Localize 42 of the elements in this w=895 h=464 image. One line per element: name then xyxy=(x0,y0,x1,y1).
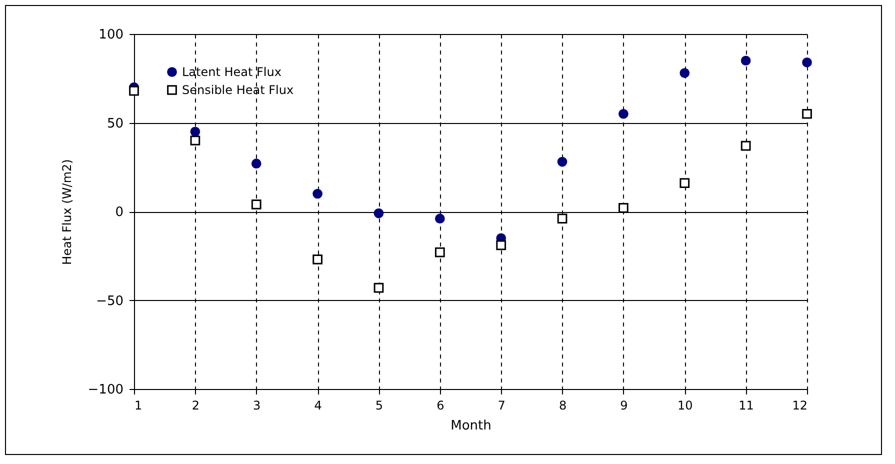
x-tick-label: 5 xyxy=(375,398,384,412)
x-tick-label: 8 xyxy=(558,398,567,412)
point xyxy=(802,57,812,68)
x-tick-label: 11 xyxy=(738,398,754,412)
point xyxy=(680,178,690,188)
point xyxy=(312,188,322,199)
point xyxy=(190,136,200,146)
point xyxy=(312,254,322,264)
point xyxy=(251,199,262,210)
point xyxy=(802,108,812,119)
x-tick-label: 10 xyxy=(677,398,693,412)
y-tick-label: −100 xyxy=(88,382,124,398)
x-tick-label: 4 xyxy=(314,398,322,412)
point xyxy=(618,108,628,119)
x-tick-label: 9 xyxy=(620,398,628,412)
x-tick-label: 7 xyxy=(498,398,506,412)
point xyxy=(740,140,751,151)
y-tick-label: 50 xyxy=(106,116,124,132)
point xyxy=(374,208,384,218)
x-tick-label: 12 xyxy=(792,398,808,412)
legend-label: Latent Heat Flux xyxy=(182,65,282,79)
x-tick-label: 6 xyxy=(436,398,444,412)
point xyxy=(740,56,751,66)
legend-label: Sensible Heat Flux xyxy=(182,83,294,97)
point xyxy=(557,156,568,167)
point xyxy=(251,158,262,168)
point xyxy=(434,214,445,224)
y-tick-label: 0 xyxy=(115,205,124,220)
point xyxy=(557,214,568,224)
point xyxy=(680,68,690,78)
y-tick-label: 100 xyxy=(98,28,124,42)
point xyxy=(374,282,384,293)
x-tick-label: 2 xyxy=(192,398,200,412)
y-tick-label: −50 xyxy=(96,294,124,309)
x-tick-label: 1 xyxy=(134,398,142,412)
x-axis-title: Month xyxy=(450,418,492,434)
x-tick-label: 3 xyxy=(253,398,261,412)
y-axis-title: Heat Flux (W/m2) xyxy=(60,159,74,265)
point xyxy=(190,126,200,137)
point xyxy=(434,247,445,258)
point xyxy=(129,86,139,96)
point xyxy=(496,240,506,250)
